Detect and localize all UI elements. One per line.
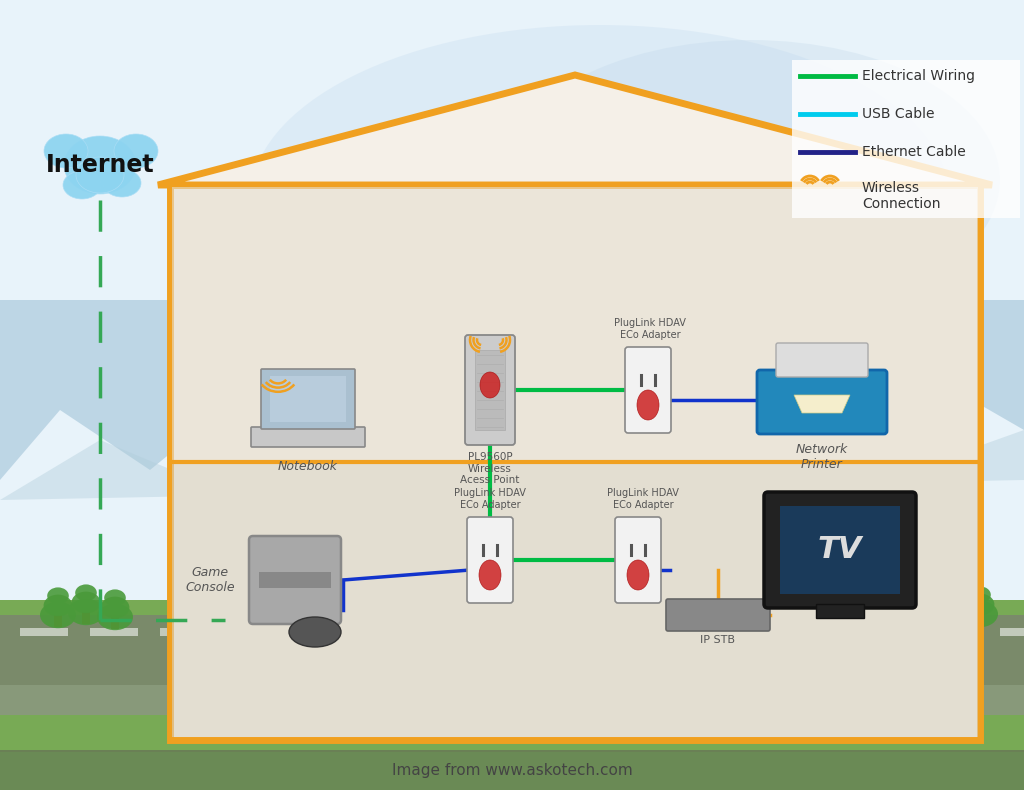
- Ellipse shape: [44, 134, 88, 168]
- Ellipse shape: [869, 588, 891, 604]
- Text: Game
Console: Game Console: [185, 566, 234, 594]
- Ellipse shape: [480, 372, 500, 398]
- Ellipse shape: [76, 157, 124, 193]
- Ellipse shape: [862, 602, 898, 628]
- FancyBboxPatch shape: [230, 628, 278, 636]
- Ellipse shape: [47, 588, 69, 604]
- Ellipse shape: [250, 25, 950, 375]
- Ellipse shape: [40, 602, 76, 628]
- FancyBboxPatch shape: [160, 628, 208, 636]
- Ellipse shape: [63, 136, 136, 194]
- Text: Internet: Internet: [46, 153, 155, 177]
- Text: PlugLink HDAV
ECo Adapter: PlugLink HDAV ECo Adapter: [607, 488, 679, 510]
- FancyBboxPatch shape: [251, 427, 365, 447]
- Ellipse shape: [637, 390, 659, 420]
- Text: TV: TV: [818, 536, 862, 565]
- Text: PL9560P
Wireless
Acess Point: PL9560P Wireless Acess Point: [461, 452, 520, 485]
- Text: Notebook: Notebook: [278, 460, 338, 473]
- Ellipse shape: [103, 169, 141, 197]
- FancyBboxPatch shape: [816, 604, 864, 618]
- Ellipse shape: [100, 596, 129, 619]
- Text: Electrical Wiring: Electrical Wiring: [862, 69, 975, 83]
- FancyBboxPatch shape: [172, 464, 978, 737]
- Ellipse shape: [934, 589, 955, 606]
- FancyBboxPatch shape: [270, 376, 346, 422]
- Ellipse shape: [627, 560, 649, 590]
- Ellipse shape: [865, 595, 894, 616]
- Ellipse shape: [931, 596, 959, 619]
- Text: Image from www.askotech.com: Image from www.askotech.com: [391, 763, 633, 778]
- FancyBboxPatch shape: [860, 628, 908, 636]
- FancyBboxPatch shape: [720, 628, 768, 636]
- FancyBboxPatch shape: [792, 60, 1020, 218]
- FancyBboxPatch shape: [776, 343, 868, 377]
- Ellipse shape: [44, 595, 73, 616]
- FancyBboxPatch shape: [440, 628, 488, 636]
- FancyBboxPatch shape: [615, 517, 662, 603]
- FancyBboxPatch shape: [580, 628, 628, 636]
- Ellipse shape: [97, 604, 133, 630]
- Ellipse shape: [901, 585, 923, 601]
- Ellipse shape: [114, 134, 158, 168]
- Text: USB Cable: USB Cable: [862, 107, 935, 121]
- FancyBboxPatch shape: [757, 370, 887, 434]
- FancyBboxPatch shape: [475, 350, 505, 430]
- Ellipse shape: [275, 150, 725, 350]
- FancyBboxPatch shape: [908, 612, 916, 624]
- Ellipse shape: [75, 585, 97, 601]
- Ellipse shape: [966, 593, 994, 615]
- FancyBboxPatch shape: [0, 615, 1024, 715]
- Text: Network
Printer: Network Printer: [796, 443, 848, 471]
- FancyBboxPatch shape: [172, 187, 978, 460]
- Ellipse shape: [289, 617, 341, 647]
- FancyBboxPatch shape: [666, 599, 770, 631]
- Text: PlugLink HDAV
ECo Adapter: PlugLink HDAV ECo Adapter: [614, 318, 686, 340]
- Ellipse shape: [68, 599, 104, 625]
- Ellipse shape: [898, 592, 927, 613]
- Ellipse shape: [969, 586, 991, 604]
- FancyBboxPatch shape: [930, 628, 978, 636]
- Text: Ethernet Cable: Ethernet Cable: [862, 145, 966, 159]
- Ellipse shape: [894, 599, 930, 625]
- Polygon shape: [794, 395, 850, 413]
- FancyBboxPatch shape: [876, 615, 884, 627]
- FancyBboxPatch shape: [650, 628, 698, 636]
- FancyBboxPatch shape: [259, 572, 331, 588]
- FancyBboxPatch shape: [82, 612, 90, 624]
- FancyBboxPatch shape: [0, 750, 1024, 790]
- FancyBboxPatch shape: [510, 628, 558, 636]
- Ellipse shape: [962, 601, 998, 627]
- FancyBboxPatch shape: [54, 615, 62, 627]
- FancyBboxPatch shape: [941, 617, 949, 629]
- Polygon shape: [0, 410, 1024, 500]
- FancyBboxPatch shape: [0, 600, 1024, 790]
- FancyBboxPatch shape: [20, 628, 68, 636]
- Ellipse shape: [63, 171, 101, 199]
- Text: Wireless
Connection: Wireless Connection: [862, 181, 940, 211]
- FancyBboxPatch shape: [467, 517, 513, 603]
- Ellipse shape: [479, 560, 501, 590]
- FancyBboxPatch shape: [249, 536, 341, 624]
- FancyBboxPatch shape: [370, 628, 418, 636]
- Text: IP STB: IP STB: [700, 635, 735, 645]
- FancyBboxPatch shape: [1000, 628, 1024, 636]
- FancyBboxPatch shape: [764, 492, 916, 608]
- FancyBboxPatch shape: [90, 628, 138, 636]
- FancyBboxPatch shape: [780, 506, 900, 594]
- FancyBboxPatch shape: [261, 369, 355, 429]
- Ellipse shape: [927, 604, 963, 630]
- FancyBboxPatch shape: [0, 615, 1024, 685]
- Ellipse shape: [72, 592, 100, 613]
- Polygon shape: [158, 75, 992, 185]
- FancyBboxPatch shape: [111, 617, 119, 629]
- FancyBboxPatch shape: [300, 628, 348, 636]
- Ellipse shape: [500, 40, 1000, 320]
- Text: PlugLink HDAV
ECo Adapter: PlugLink HDAV ECo Adapter: [454, 488, 526, 510]
- FancyBboxPatch shape: [465, 335, 515, 445]
- FancyBboxPatch shape: [0, 752, 1024, 790]
- FancyBboxPatch shape: [790, 628, 838, 636]
- Ellipse shape: [104, 589, 126, 606]
- FancyBboxPatch shape: [976, 614, 984, 626]
- FancyBboxPatch shape: [170, 185, 980, 740]
